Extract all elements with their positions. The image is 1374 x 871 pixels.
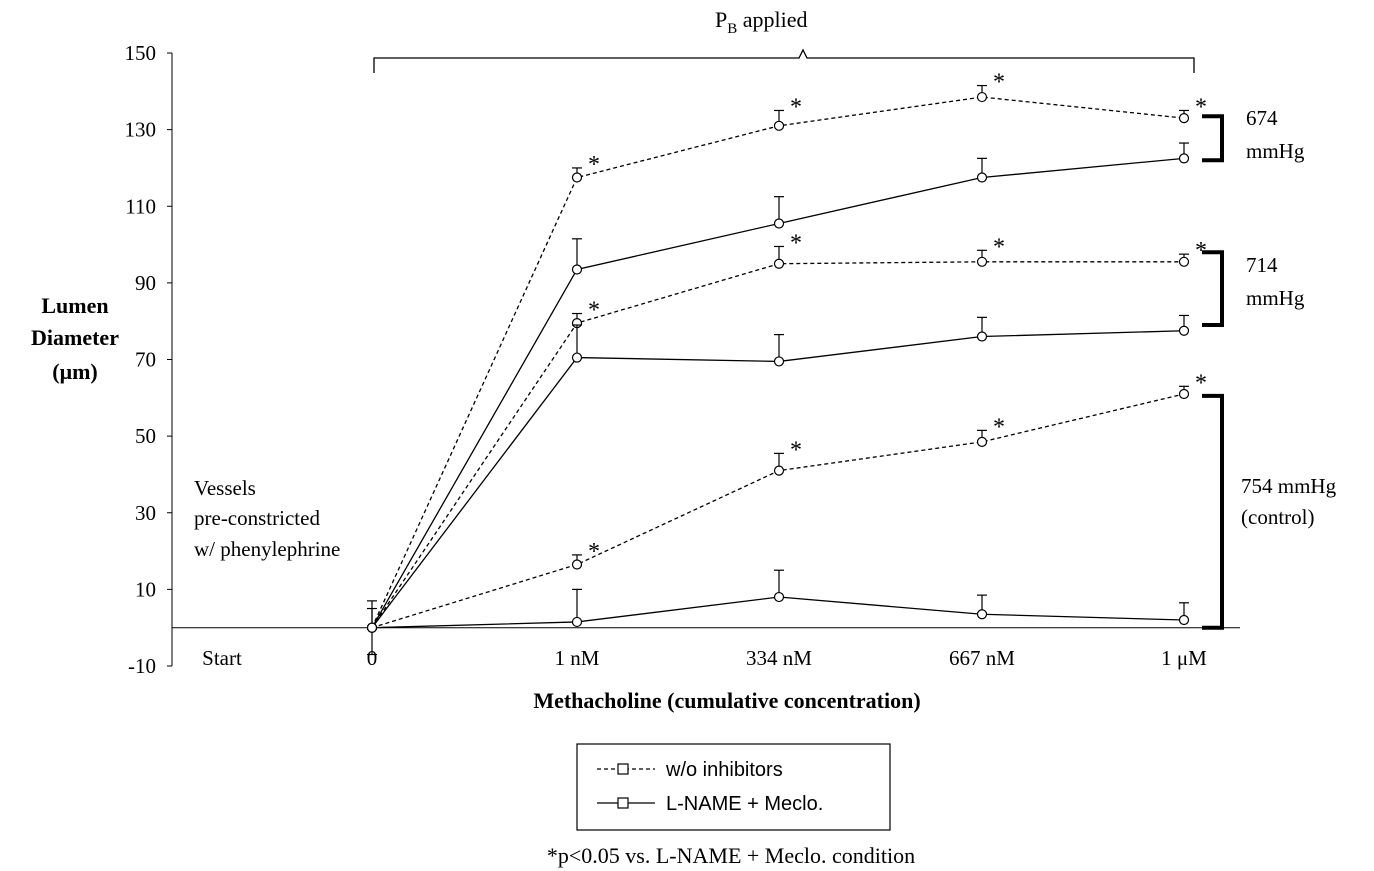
- data-point: [773, 591, 785, 603]
- legend-label: L-NAME + Meclo.: [666, 793, 823, 815]
- significance-marker: *: [790, 230, 802, 256]
- top-bracket-label-sub: B: [727, 21, 737, 37]
- series-674-solid: [366, 142, 1190, 633]
- data-point: [976, 172, 988, 183]
- x-tick-label: Start: [202, 646, 242, 670]
- x-tick-label: 334 nM: [746, 646, 812, 670]
- x-axis-label: Methacholine (cumulative concentration): [533, 688, 920, 713]
- legend-frame: [576, 743, 891, 831]
- data-point: [1178, 614, 1190, 626]
- x-tick-label: 667 nM: [949, 646, 1015, 670]
- data-point: [1178, 256, 1190, 267]
- top-bracket-label-main: P: [715, 7, 727, 32]
- y-tick-label: -10: [128, 654, 156, 678]
- x-tick-label: 0: [367, 646, 378, 670]
- data-point: [571, 264, 583, 275]
- y-tick-label: 90: [135, 271, 156, 295]
- group-label-line: 674: [1246, 106, 1278, 130]
- top-bracket-label-rest: applied: [737, 7, 807, 32]
- top-bracket-shape: [373, 48, 1195, 73]
- significance-marker: *: [1195, 238, 1207, 264]
- group-bracket-754: [1202, 393, 1224, 630]
- top-bracket-label: PB applied: [715, 7, 808, 37]
- data-point: [976, 436, 988, 447]
- y-axis-label-line: (μm): [52, 359, 97, 384]
- legend: w/o inhibitors L-NAME + Meclo.: [576, 743, 891, 831]
- y-axis-label-line: Lumen: [41, 293, 108, 318]
- series-line: [371, 330, 1185, 629]
- series-714-dashed: * * * *: [366, 230, 1207, 633]
- start-annotation-line: w/ phenylephrine: [194, 537, 340, 561]
- data-point: [773, 356, 785, 367]
- legend-label: w/o inhibitors: [665, 759, 783, 781]
- x-tick-label: 1 μM: [1161, 646, 1207, 670]
- data-point: [773, 120, 785, 131]
- data-point: [773, 465, 785, 476]
- significance-marker: *: [588, 539, 600, 565]
- data-point: [366, 622, 378, 633]
- data-point: [976, 91, 988, 103]
- y-tick-label: 10: [135, 577, 156, 601]
- significance-marker: *: [993, 234, 1005, 260]
- series-line: [371, 261, 1184, 629]
- data-point: [571, 559, 583, 570]
- y-tick-label: 130: [125, 118, 157, 142]
- start-annotation-line: Vessels: [194, 476, 256, 500]
- group-label-line: (control): [1241, 505, 1314, 529]
- series-674-dashed: * * * *: [366, 70, 1207, 633]
- y-tick-label: 110: [125, 194, 156, 218]
- data-point: [773, 258, 785, 269]
- data-point: [571, 352, 583, 363]
- significance-marker: *: [1195, 370, 1207, 396]
- pressure-group-brackets: 674 mmHg 714 mmHg 754 mmHg (control): [1202, 106, 1337, 630]
- data-series: * * * * * * * * * * * *: [366, 70, 1207, 656]
- significance-marker: *: [588, 298, 600, 324]
- data-point: [1178, 325, 1190, 336]
- data-point: [773, 218, 785, 229]
- data-point: [571, 172, 583, 183]
- significance-marker: *: [1195, 94, 1207, 120]
- significance-marker: *: [790, 437, 802, 463]
- group-label-line: 714: [1246, 253, 1278, 277]
- x-axis-ticks: Start 0 1 nM 334 nM 667 nM 1 μM: [202, 646, 1207, 670]
- y-axis-label-line: Diameter: [31, 325, 119, 350]
- y-axis-label: Lumen Diameter (μm): [31, 293, 119, 384]
- data-point: [1178, 388, 1190, 400]
- applied-bracket: PB applied: [373, 7, 1195, 73]
- data-point: [976, 331, 988, 342]
- data-point: [571, 616, 583, 628]
- y-tick-label: 30: [135, 501, 156, 525]
- group-label-line: 754 mmHg: [1241, 474, 1337, 498]
- group-label-line: mmHg: [1246, 139, 1305, 163]
- significance-marker: *: [993, 70, 1005, 96]
- legend-marker: [617, 763, 629, 775]
- significance-marker: *: [588, 152, 600, 178]
- series-754-dashed: * * * *: [366, 370, 1207, 656]
- group-bracket-714: [1202, 250, 1224, 328]
- data-point: [1178, 153, 1190, 164]
- data-point: [976, 256, 988, 267]
- y-tick-label: 150: [125, 41, 157, 65]
- significance-marker: *: [993, 414, 1005, 440]
- y-tick-label: 50: [135, 424, 156, 448]
- y-tick-label: 70: [135, 348, 156, 372]
- x-tick-label: 1 nM: [555, 646, 600, 670]
- data-point: [976, 609, 988, 620]
- start-annotation: Vessels pre-constricted w/ phenylephrine: [194, 476, 340, 561]
- series-line: [371, 157, 1185, 629]
- data-point: [1178, 113, 1190, 124]
- y-axis-ticks: -10 10 30 50 70 90 110 130 150: [125, 41, 172, 678]
- start-annotation-line: pre-constricted: [194, 506, 320, 530]
- significance-marker: *: [790, 94, 802, 120]
- footnote: *p<0.05 vs. L-NAME + Meclo. condition: [547, 843, 915, 868]
- group-label-line: mmHg: [1246, 286, 1305, 310]
- legend-marker: [617, 797, 629, 809]
- series-754-solid: [366, 569, 1190, 633]
- series-714-solid: [366, 314, 1190, 633]
- group-bracket-674: [1202, 114, 1224, 163]
